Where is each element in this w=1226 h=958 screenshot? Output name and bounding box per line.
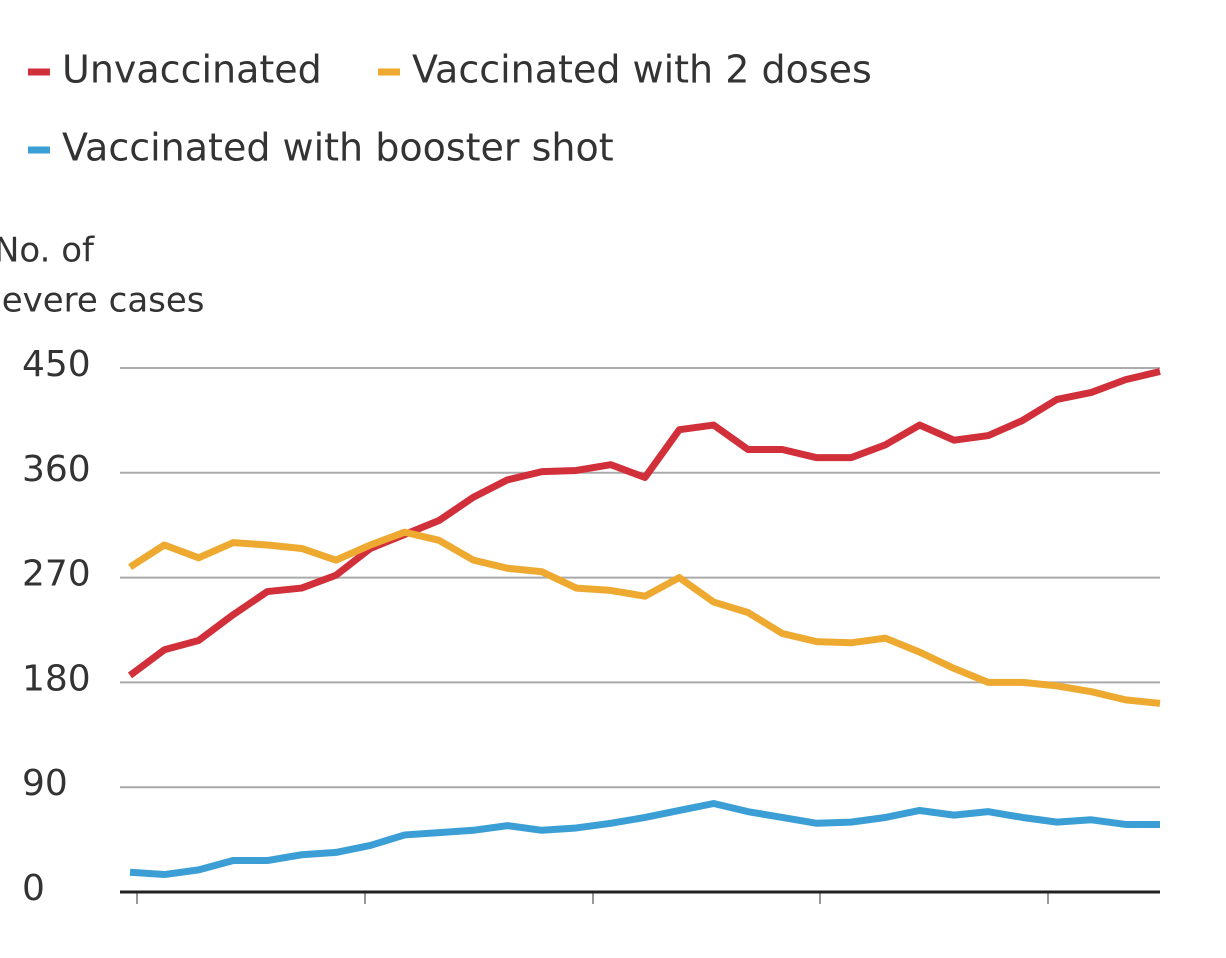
y-axis-title: severe cases xyxy=(0,281,205,321)
y-tick-label: 180 xyxy=(22,658,91,699)
y-tick-label: 270 xyxy=(22,554,91,595)
y-tick-label: 360 xyxy=(22,449,91,490)
series-line xyxy=(129,800,1160,879)
series-line xyxy=(128,528,1161,707)
x-ticks xyxy=(136,892,1049,904)
series-line xyxy=(127,368,1161,679)
legend-label: Unvaccinated xyxy=(62,48,322,92)
legend-label: Vaccinated with booster shot xyxy=(62,126,614,170)
y-tick-label: 90 xyxy=(22,763,68,804)
y-tick-label: 0 xyxy=(22,868,45,909)
legend-label: Vaccinated with 2 doses xyxy=(412,48,872,92)
y-axis-title: No. of xyxy=(0,231,95,271)
y-tick-label: 450 xyxy=(22,344,91,385)
